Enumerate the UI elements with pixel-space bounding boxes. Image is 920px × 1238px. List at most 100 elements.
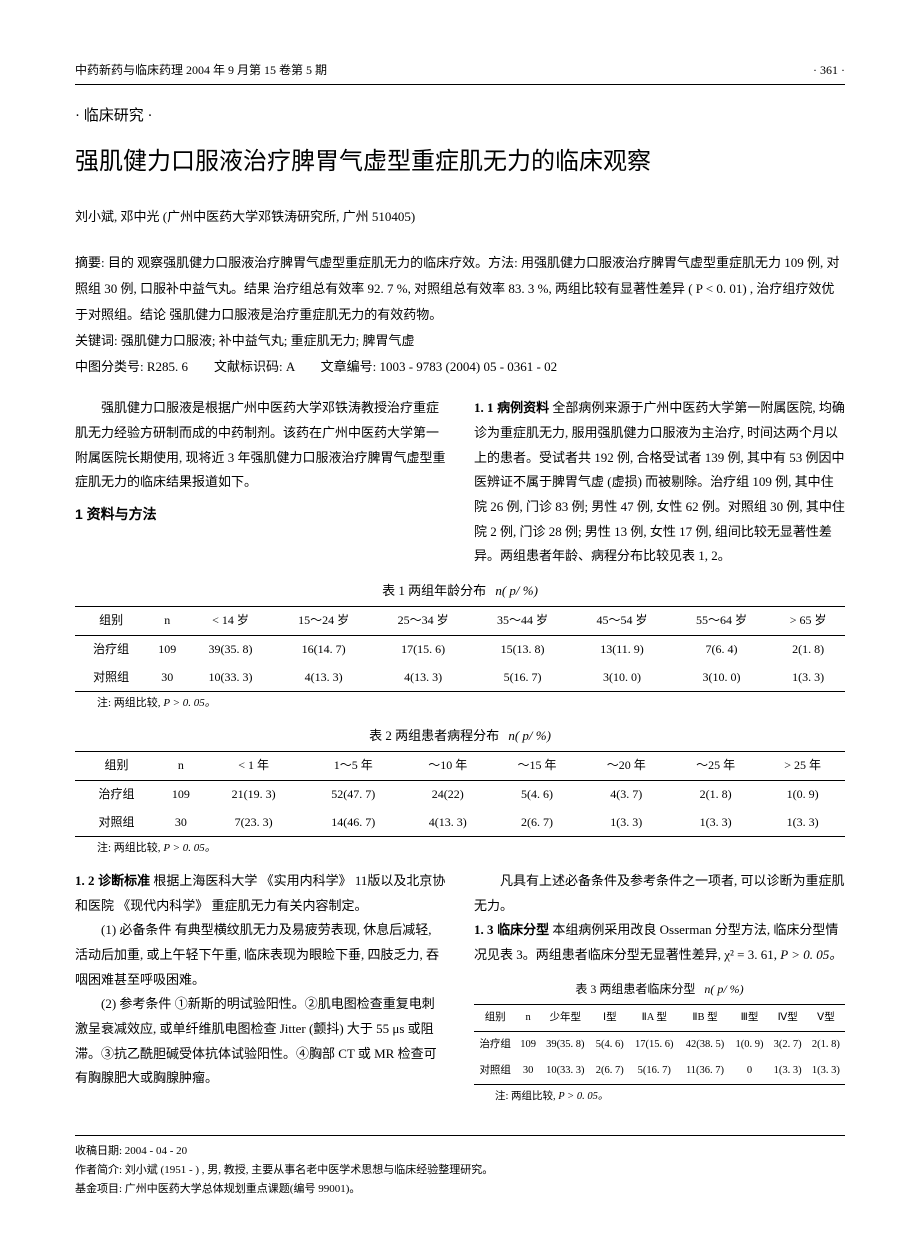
results-label: 结果	[244, 281, 270, 296]
table1-caption: 表 1 两组年龄分布 n( p/ %)	[75, 579, 845, 602]
s12-heading: 诊断标准	[95, 873, 151, 888]
objective-label: 目的	[108, 255, 134, 270]
table2-header-row: 组别n< 1 年1～5 年～10 年～15 年～20 年～25 年> 25 年	[75, 752, 845, 781]
table-cell: 15(13. 8)	[473, 635, 572, 663]
table-row: 对照组3010(33. 3)2(6. 7)5(16. 7)11(36. 7)01…	[474, 1058, 845, 1084]
table-cell: 5(4. 6)	[492, 780, 581, 808]
s13-num: 1. 3	[474, 922, 494, 937]
table-header-cell: 组别	[75, 607, 147, 636]
table-cell: 30	[516, 1058, 540, 1084]
table3-header-row: 组别n少年型Ⅰ型ⅡA 型ⅡB 型Ⅲ型Ⅳ型Ⅴ型	[474, 1005, 845, 1032]
table-header-cell: 组别	[474, 1005, 516, 1032]
table-cell: 治疗组	[474, 1032, 516, 1058]
articleid-label: 文章编号:	[321, 359, 380, 374]
doccode: A	[286, 359, 295, 374]
table-header-cell: 少年型	[540, 1005, 591, 1032]
table1-caption-text: 表 1 两组年龄分布	[382, 583, 486, 598]
table1-stat: n( p/ %)	[495, 583, 538, 598]
journal-info: 中药新药与临床药理 2004 年 9 月第 15 卷第 5 期	[75, 60, 327, 82]
table-header-cell: 25～34 岁	[373, 607, 472, 636]
table-header-cell: Ⅲ型	[730, 1005, 768, 1032]
table1: 组别n< 14 岁15～24 岁25～34 岁35～44 岁45～54 岁55～…	[75, 606, 845, 692]
running-header: 中药新药与临床药理 2004 年 9 月第 15 卷第 5 期 · 361 ·	[75, 60, 845, 85]
section-1-1: 1. 1 病例资料 全部病例来源于广州中医药大学第一附属医院, 均确诊为重症肌无…	[474, 396, 845, 569]
s13-heading: 临床分型	[494, 922, 550, 937]
table-cell: 对照组	[474, 1058, 516, 1084]
table-cell: 2(6. 7)	[492, 809, 581, 837]
table-cell: 1(3. 3)	[771, 664, 845, 692]
table-cell: 109	[147, 635, 187, 663]
table-cell: 10(33. 3)	[187, 664, 274, 692]
table-cell: 11(36. 7)	[680, 1058, 731, 1084]
table2: 组别n< 1 年1～5 年～10 年～15 年～20 年～25 年> 25 年 …	[75, 751, 845, 837]
table-cell: 治疗组	[75, 780, 158, 808]
table-cell: 4(13. 3)	[373, 664, 472, 692]
table-cell: 4(13. 3)	[403, 809, 492, 837]
table-cell: 5(4. 6)	[591, 1032, 629, 1058]
table2-note: 注: 两组比较, P > 0. 05。	[75, 839, 845, 859]
objective-text: 观察强肌健力口服液治疗脾胃气虚型重症肌无力的临床疗效。	[134, 255, 488, 270]
table-header-cell: 45～54 岁	[572, 607, 671, 636]
table-row: 治疗组10939(35. 8)5(4. 6)17(15. 6)42(38. 5)…	[474, 1032, 845, 1058]
table-cell: 7(23. 3)	[204, 809, 304, 837]
table-cell: 17(15. 6)	[629, 1032, 680, 1058]
classno: R285. 6	[147, 359, 188, 374]
left-column: 1. 2 诊断标准 根据上海医科大学 《实用内科学》 11版以及北京协和医院 《…	[75, 869, 446, 1117]
conclusion-label: 结论	[140, 307, 166, 322]
table-cell: 1(3. 3)	[807, 1058, 845, 1084]
table-cell: 30	[158, 809, 204, 837]
page-number: · 361 ·	[813, 60, 845, 82]
table-cell: 3(10. 0)	[672, 664, 771, 692]
table2-stat: n( p/ %)	[508, 728, 551, 743]
table-row: 对照组3010(33. 3)4(13. 3)4(13. 3)5(16. 7)3(…	[75, 664, 845, 692]
table-cell: 2(1. 8)	[807, 1032, 845, 1058]
classno-label: 中图分类号:	[75, 359, 147, 374]
table-cell: 治疗组	[75, 635, 147, 663]
table3-caption: 表 3 两组患者临床分型 n( p/ %)	[474, 978, 845, 1001]
table-header-cell: 35～44 岁	[473, 607, 572, 636]
table-header-cell: > 65 岁	[771, 607, 845, 636]
keywords: 强肌健力口服液; 补中益气丸; 重症肌无力; 脾胃气虚	[121, 333, 415, 348]
article-title: 强肌健力口服液治疗脾胃气虚型重症肌无力的临床观察	[75, 140, 845, 183]
table-cell: 17(15. 6)	[373, 635, 472, 663]
table3-wrap: 表 3 两组患者临床分型 n( p/ %) 组别n少年型Ⅰ型ⅡA 型ⅡB 型Ⅲ型…	[474, 978, 845, 1108]
table-row: 治疗组10939(35. 8)16(14. 7)17(15. 6)15(13. …	[75, 635, 845, 663]
table-cell: 1(0. 9)	[730, 1032, 768, 1058]
table-cell: 1(3. 3)	[769, 1058, 807, 1084]
table-cell: 5(16. 7)	[629, 1058, 680, 1084]
table-header-cell: 55～64 岁	[672, 607, 771, 636]
table-cell: 5(16. 7)	[473, 664, 572, 692]
table-row: 治疗组10921(19. 3)52(47. 7)24(22)5(4. 6)4(3…	[75, 780, 845, 808]
table-cell: 14(46. 7)	[303, 809, 403, 837]
table-row: 对照组307(23. 3)14(46. 7)4(13. 3)2(6. 7)1(3…	[75, 809, 845, 837]
table2-caption-text: 表 2 两组患者病程分布	[369, 728, 499, 743]
right-column: 凡具有上述必备条件及参考条件之一项者, 可以诊断为重症肌无力。 1. 3 临床分…	[474, 869, 845, 1117]
table-header-cell: Ⅳ型	[769, 1005, 807, 1032]
section-1-title: 1 资料与方法	[75, 501, 446, 528]
fund-info: 基金项目: 广州中医药大学总体规划重点课题(编号 99001)。	[75, 1180, 845, 1199]
lower-columns: 1. 2 诊断标准 根据上海医科大学 《实用内科学》 11版以及北京协和医院 《…	[75, 869, 845, 1117]
footer: 收稿日期: 2004 - 04 - 20 作者简介: 刘小斌 (1951 - )…	[75, 1135, 845, 1198]
table3: 组别n少年型Ⅰ型ⅡA 型ⅡB 型Ⅲ型Ⅳ型Ⅴ型 治疗组10939(35. 8)5(…	[474, 1004, 845, 1085]
table-header-cell: ～20 年	[582, 752, 671, 781]
s12-cond1: (1) 必备条件 有典型横纹肌无力及易疲劳表现, 休息后减轻, 活动后加重, 或…	[75, 918, 446, 992]
table-cell: 2(1. 8)	[771, 635, 845, 663]
doccode-label: 文献标识码:	[214, 359, 286, 374]
table-cell: 1(0. 9)	[760, 780, 845, 808]
table-cell: 10(33. 3)	[540, 1058, 591, 1084]
table-header-cell: Ⅴ型	[807, 1005, 845, 1032]
s13-p: P > 0. 05。	[780, 947, 842, 962]
table-header-cell: Ⅰ型	[591, 1005, 629, 1032]
table-header-cell: 组别	[75, 752, 158, 781]
table-cell: 2(1. 8)	[671, 780, 760, 808]
table-header-cell: < 14 岁	[187, 607, 274, 636]
table-header-cell: < 1 年	[204, 752, 304, 781]
keywords-label: 关键词:	[75, 333, 121, 348]
s11-num: 1. 1	[474, 400, 494, 415]
table-cell: 39(35. 8)	[540, 1032, 591, 1058]
table-cell: 39(35. 8)	[187, 635, 274, 663]
table-cell: 4(13. 3)	[274, 664, 373, 692]
abstract-block: 摘要: 目的 观察强肌健力口服液治疗脾胃气虚型重症肌无力的临床疗效。方法: 用强…	[75, 250, 845, 380]
table-cell: 0	[730, 1058, 768, 1084]
table3-note: 注: 两组比较, P > 0. 05。	[474, 1087, 845, 1107]
